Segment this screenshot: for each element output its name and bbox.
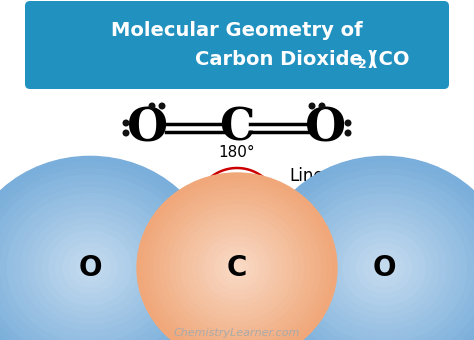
Ellipse shape xyxy=(336,225,432,311)
Text: C: C xyxy=(219,106,255,150)
Ellipse shape xyxy=(274,169,474,340)
Text: O: O xyxy=(78,254,102,282)
Ellipse shape xyxy=(170,205,304,332)
Ellipse shape xyxy=(0,187,180,340)
Circle shape xyxy=(123,130,129,136)
Ellipse shape xyxy=(220,252,254,284)
Ellipse shape xyxy=(83,262,97,274)
Ellipse shape xyxy=(159,194,315,340)
Ellipse shape xyxy=(137,173,337,340)
Text: C: C xyxy=(227,254,247,282)
Ellipse shape xyxy=(322,212,446,324)
Ellipse shape xyxy=(143,178,331,340)
Circle shape xyxy=(319,103,325,109)
Text: O: O xyxy=(128,105,169,151)
Ellipse shape xyxy=(329,218,439,318)
Ellipse shape xyxy=(308,200,460,336)
Text: O: O xyxy=(372,254,396,282)
Ellipse shape xyxy=(315,206,453,330)
Ellipse shape xyxy=(0,169,200,340)
Ellipse shape xyxy=(192,226,282,310)
Ellipse shape xyxy=(21,206,159,330)
Ellipse shape xyxy=(267,163,474,340)
Ellipse shape xyxy=(231,263,243,273)
Ellipse shape xyxy=(28,212,152,324)
Ellipse shape xyxy=(35,218,145,318)
Ellipse shape xyxy=(0,175,193,340)
Ellipse shape xyxy=(343,231,425,305)
Circle shape xyxy=(159,103,165,109)
Ellipse shape xyxy=(0,156,214,340)
Circle shape xyxy=(309,103,315,109)
Ellipse shape xyxy=(49,231,131,305)
Ellipse shape xyxy=(204,236,270,300)
Ellipse shape xyxy=(165,199,309,337)
Ellipse shape xyxy=(349,237,419,299)
Ellipse shape xyxy=(7,193,173,340)
Ellipse shape xyxy=(42,225,138,311)
Text: 2: 2 xyxy=(358,58,367,71)
Ellipse shape xyxy=(182,215,292,321)
Text: ChemistryLearner.com: ChemistryLearner.com xyxy=(174,328,300,338)
Ellipse shape xyxy=(364,250,405,287)
Ellipse shape xyxy=(370,256,398,280)
Circle shape xyxy=(345,130,351,136)
Ellipse shape xyxy=(0,163,207,340)
Ellipse shape xyxy=(301,193,467,340)
Ellipse shape xyxy=(76,256,104,280)
Ellipse shape xyxy=(69,250,110,287)
Ellipse shape xyxy=(260,156,474,340)
Text: ): ) xyxy=(366,51,375,69)
Text: Carbon Dioxide (CO: Carbon Dioxide (CO xyxy=(195,51,410,69)
Ellipse shape xyxy=(55,237,125,299)
Ellipse shape xyxy=(215,247,259,289)
Text: 180°: 180° xyxy=(219,145,255,160)
Ellipse shape xyxy=(176,210,298,326)
Text: O: O xyxy=(305,105,346,151)
Circle shape xyxy=(149,103,155,109)
FancyBboxPatch shape xyxy=(25,1,449,89)
Ellipse shape xyxy=(377,262,391,274)
Ellipse shape xyxy=(356,243,411,293)
Ellipse shape xyxy=(226,257,248,278)
Ellipse shape xyxy=(154,189,320,340)
Circle shape xyxy=(123,120,129,126)
Ellipse shape xyxy=(198,231,276,305)
Ellipse shape xyxy=(14,200,166,336)
Text: Molecular Geometry of: Molecular Geometry of xyxy=(111,20,363,39)
Ellipse shape xyxy=(288,181,474,340)
Ellipse shape xyxy=(294,187,474,340)
Circle shape xyxy=(345,120,351,126)
Ellipse shape xyxy=(0,181,186,340)
Ellipse shape xyxy=(148,184,326,340)
Text: Linear: Linear xyxy=(289,167,341,185)
Ellipse shape xyxy=(281,175,474,340)
Ellipse shape xyxy=(63,243,118,293)
Ellipse shape xyxy=(187,221,287,316)
Ellipse shape xyxy=(209,242,265,294)
